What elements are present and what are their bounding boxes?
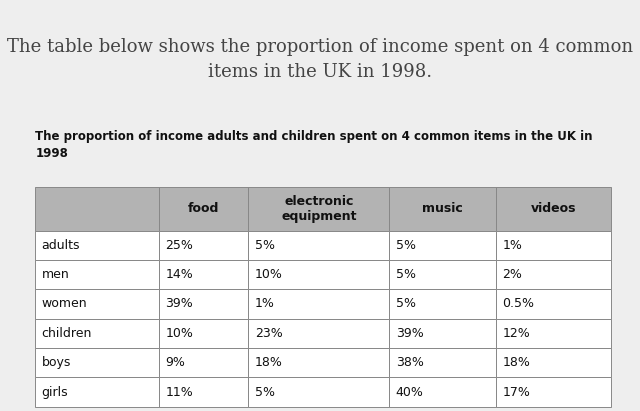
Bar — [248, 319, 389, 348]
Bar — [496, 231, 611, 260]
Text: 11%: 11% — [165, 386, 193, 399]
Text: 18%: 18% — [502, 356, 531, 369]
Text: 12%: 12% — [502, 327, 530, 340]
Bar — [248, 231, 389, 260]
Text: girls: girls — [42, 386, 68, 399]
Text: 9%: 9% — [165, 356, 186, 369]
Bar — [389, 260, 496, 289]
Text: children: children — [42, 327, 92, 340]
Bar — [496, 289, 611, 319]
Text: music: music — [422, 202, 463, 215]
Text: 5%: 5% — [255, 239, 275, 252]
Text: 5%: 5% — [396, 239, 416, 252]
Bar — [159, 260, 248, 289]
Text: 0.5%: 0.5% — [502, 298, 534, 310]
Bar — [159, 377, 248, 407]
Bar — [248, 348, 389, 377]
Text: 5%: 5% — [396, 298, 416, 310]
Bar — [35, 187, 159, 231]
Text: men: men — [42, 268, 69, 281]
Text: 25%: 25% — [165, 239, 193, 252]
Text: The proportion of income adults and children spent on 4 common items in the UK i: The proportion of income adults and chil… — [35, 131, 593, 160]
Bar — [159, 187, 248, 231]
Text: 17%: 17% — [502, 386, 531, 399]
Text: boys: boys — [42, 356, 71, 369]
Bar — [35, 260, 159, 289]
Bar — [496, 377, 611, 407]
Text: 2%: 2% — [502, 268, 522, 281]
Bar — [389, 348, 496, 377]
Text: 18%: 18% — [255, 356, 283, 369]
Bar — [389, 289, 496, 319]
Text: 39%: 39% — [165, 298, 193, 310]
Bar — [496, 348, 611, 377]
Text: 39%: 39% — [396, 327, 424, 340]
Bar — [159, 289, 248, 319]
Bar — [248, 377, 389, 407]
Bar — [248, 260, 389, 289]
Bar — [35, 348, 159, 377]
Bar — [159, 348, 248, 377]
Bar — [389, 319, 496, 348]
Bar — [35, 289, 159, 319]
Text: 40%: 40% — [396, 386, 424, 399]
Text: food: food — [188, 202, 220, 215]
Text: 1%: 1% — [255, 298, 275, 310]
Text: 5%: 5% — [396, 268, 416, 281]
Bar — [159, 319, 248, 348]
Bar — [248, 187, 389, 231]
Bar — [389, 187, 496, 231]
Text: 14%: 14% — [165, 268, 193, 281]
Bar — [496, 319, 611, 348]
Bar — [496, 187, 611, 231]
Bar — [35, 377, 159, 407]
Text: adults: adults — [42, 239, 80, 252]
Text: videos: videos — [531, 202, 577, 215]
Bar — [248, 289, 389, 319]
Text: women: women — [42, 298, 87, 310]
Text: 5%: 5% — [255, 386, 275, 399]
Text: electronic
equipment: electronic equipment — [281, 194, 356, 223]
Bar — [496, 260, 611, 289]
Text: The table below shows the proportion of income spent on 4 common
items in the UK: The table below shows the proportion of … — [7, 38, 633, 81]
Bar — [35, 231, 159, 260]
Bar — [35, 319, 159, 348]
Text: 1%: 1% — [502, 239, 522, 252]
Bar — [389, 231, 496, 260]
Text: 10%: 10% — [165, 327, 193, 340]
Text: 23%: 23% — [255, 327, 282, 340]
Bar — [389, 377, 496, 407]
Bar — [159, 231, 248, 260]
Text: 38%: 38% — [396, 356, 424, 369]
Text: 10%: 10% — [255, 268, 283, 281]
